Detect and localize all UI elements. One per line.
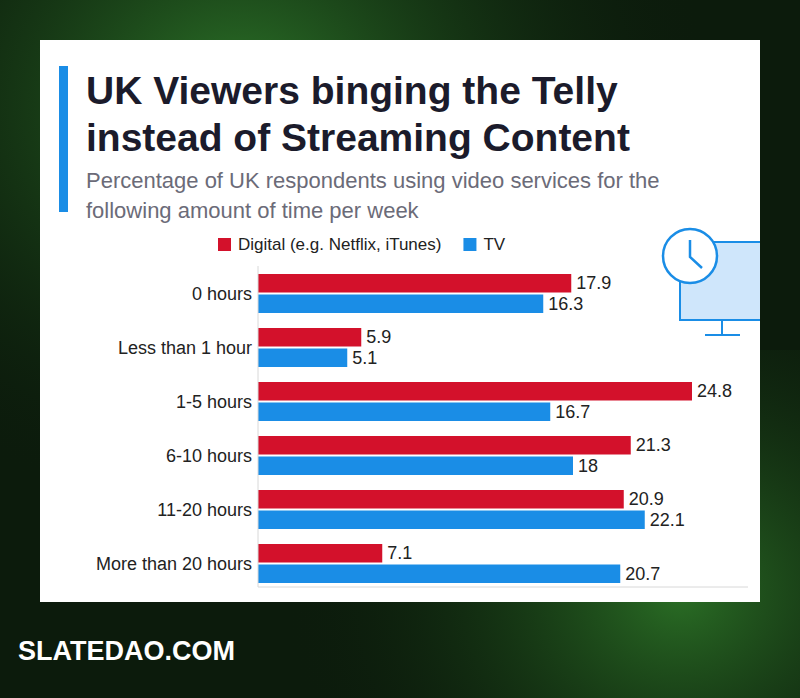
bar [258, 403, 550, 422]
legend-swatch [218, 238, 231, 251]
title: UK Viewers binging the Tellyinstead of S… [86, 69, 630, 159]
monitor-icon [663, 229, 766, 335]
text-line: UK Viewers binging the Telly [86, 69, 618, 112]
data-label: 21.3 [636, 435, 671, 455]
bar [258, 544, 382, 563]
data-label: 22.1 [650, 510, 685, 530]
text-line: following amount of time per week [86, 198, 420, 223]
legend-label: TV [483, 235, 505, 254]
legend-label: Digital (e.g. Netflix, iTunes) [238, 235, 441, 254]
category-label: 1-5 hours [176, 392, 252, 412]
category-label: 6-10 hours [166, 446, 252, 466]
data-label: 16.7 [555, 402, 590, 422]
bar [258, 295, 543, 314]
data-label: 20.9 [629, 489, 664, 509]
category-label: 11-20 hours [157, 500, 252, 520]
data-label: 18 [578, 456, 598, 476]
bar [258, 382, 692, 401]
bar [258, 274, 571, 293]
background-glow [0, 0, 800, 698]
bar [258, 349, 347, 368]
data-label: 17.9 [576, 273, 611, 293]
labels: 0 hours 17.916.3 Less than 1 hour 5.95.1 1-5… [96, 273, 732, 584]
source: SLATEDAO.COM [18, 636, 235, 666]
text-line: Percentage of UK respondents using video… [86, 168, 660, 193]
bar [258, 490, 624, 509]
icon-base [705, 334, 740, 336]
icon-stand [721, 320, 723, 334]
data-label: 20.7 [625, 564, 660, 584]
x-axis-line [258, 587, 748, 588]
data-label: 16.3 [548, 294, 583, 314]
card [40, 40, 760, 602]
bar [258, 328, 361, 347]
background-glow [0, 0, 800, 698]
category-label: More than 20 hours [96, 554, 252, 574]
card-edge-mask [760, 230, 800, 350]
bar [258, 436, 631, 455]
bars [258, 274, 692, 583]
background [0, 0, 800, 698]
category-label: Less than 1 hour [118, 338, 252, 358]
accent-bar [59, 66, 68, 212]
chart-root: UK Viewers binging the Tellyinstead of S… [0, 0, 800, 698]
legend: Digital (e.g. Netflix, iTunes) TV [218, 235, 506, 254]
category-label: 0 hours [192, 284, 252, 304]
bar [258, 457, 573, 476]
subtitle: Percentage of UK respondents using video… [86, 168, 660, 223]
icon-clock [663, 229, 717, 283]
data-label: 24.8 [697, 381, 732, 401]
data-label: 5.1 [352, 348, 377, 368]
data-label: 7.1 [387, 543, 412, 563]
legend-swatch [463, 238, 476, 251]
text-line: instead of Streaming Content [86, 116, 630, 159]
icon-clock-hands [690, 240, 702, 268]
bar [258, 565, 620, 584]
data-label: 5.9 [366, 327, 391, 347]
y-axis-line [258, 266, 259, 587]
bar [258, 511, 645, 530]
